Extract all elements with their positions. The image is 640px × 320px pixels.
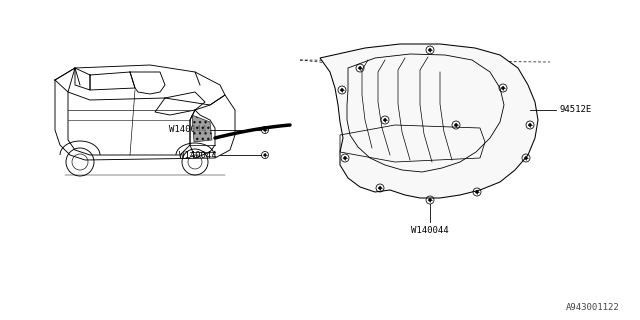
Circle shape xyxy=(525,156,527,159)
Circle shape xyxy=(383,119,387,121)
Circle shape xyxy=(502,87,504,89)
Polygon shape xyxy=(320,44,538,198)
Circle shape xyxy=(340,89,344,92)
Text: A943001122: A943001122 xyxy=(566,303,620,312)
Text: W140044: W140044 xyxy=(179,150,217,159)
Circle shape xyxy=(358,67,362,69)
Polygon shape xyxy=(192,115,212,142)
Text: W140044: W140044 xyxy=(170,125,207,134)
Circle shape xyxy=(476,191,479,193)
Circle shape xyxy=(264,129,266,131)
Circle shape xyxy=(379,187,381,189)
Circle shape xyxy=(429,199,431,201)
Circle shape xyxy=(344,156,346,159)
Circle shape xyxy=(529,124,531,126)
Circle shape xyxy=(264,154,266,156)
Text: W140044: W140044 xyxy=(411,226,449,235)
Text: 94512E: 94512E xyxy=(560,106,592,115)
Circle shape xyxy=(429,49,431,52)
Circle shape xyxy=(454,124,458,126)
